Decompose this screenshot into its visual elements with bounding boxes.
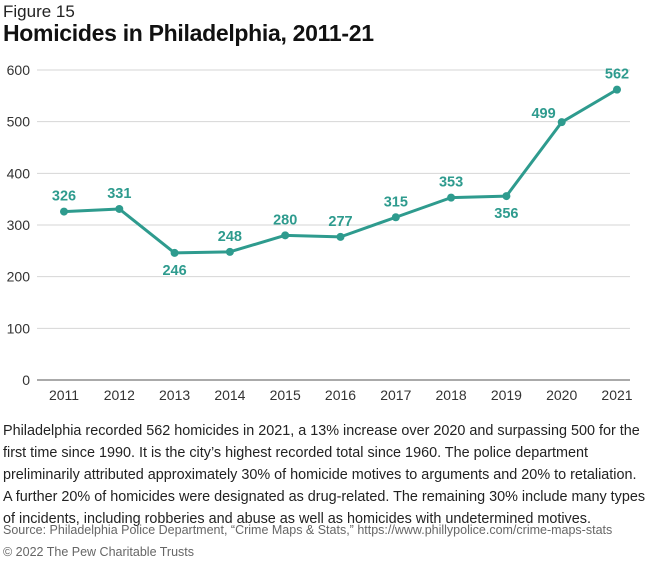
x-tick-label: 2014 (214, 387, 245, 403)
figure-label: Figure 15 (3, 2, 75, 21)
data-point (115, 204, 124, 213)
data-label: 353 (439, 175, 463, 191)
data-label: 315 (384, 194, 408, 210)
data-label: 562 (605, 67, 629, 83)
source-note: Source: Philadelphia Police Department, … (3, 523, 613, 537)
x-tick-label: 2012 (104, 387, 135, 403)
data-point (557, 118, 566, 127)
data-point (447, 193, 456, 202)
y-tick-label: 0 (22, 372, 30, 388)
data-label: 280 (273, 212, 297, 228)
chart-title: Homicides in Philadelphia, 2011-21 (3, 20, 374, 46)
y-tick-label: 300 (7, 217, 31, 233)
line-chart: 0 100 200 300 400 500 600 2011 2012 2013 2014 2015 2… (7, 62, 633, 403)
data-point (170, 248, 179, 257)
x-tick-label: 2021 (601, 387, 632, 403)
y-tick-label: 400 (7, 165, 31, 181)
data-point (60, 207, 68, 216)
data-label: 277 (328, 214, 352, 230)
y-tick-label: 100 (7, 320, 31, 336)
x-tick-label: 2016 (325, 387, 356, 403)
data-label: 326 (52, 189, 76, 205)
data-label: 246 (162, 263, 186, 279)
data-label: 331 (107, 186, 131, 202)
data-point (336, 232, 345, 241)
x-tick-label: 2018 (436, 387, 467, 403)
x-tick-label: 2015 (270, 387, 301, 403)
y-tick-label: 500 (7, 114, 31, 130)
data-label: 356 (494, 206, 518, 222)
x-tick-label: 2011 (49, 387, 79, 403)
data-point (613, 85, 621, 94)
x-tick-label: 2017 (380, 387, 411, 403)
chart-description: Philadelphia recorded 562 homicides in 2… (3, 423, 646, 527)
x-tick-label: 2020 (546, 387, 577, 403)
copyright: © 2022 The Pew Charitable Trusts (3, 545, 195, 559)
data-point (391, 213, 400, 222)
data-point (502, 192, 511, 201)
y-tick-label: 600 (7, 62, 31, 78)
y-tick-label: 200 (7, 269, 31, 285)
data-point (225, 247, 234, 256)
data-point (281, 231, 290, 240)
x-tick-label: 2013 (159, 387, 190, 403)
x-tick-label: 2019 (491, 387, 522, 403)
data-label: 499 (531, 106, 555, 122)
data-label: 248 (218, 229, 242, 245)
